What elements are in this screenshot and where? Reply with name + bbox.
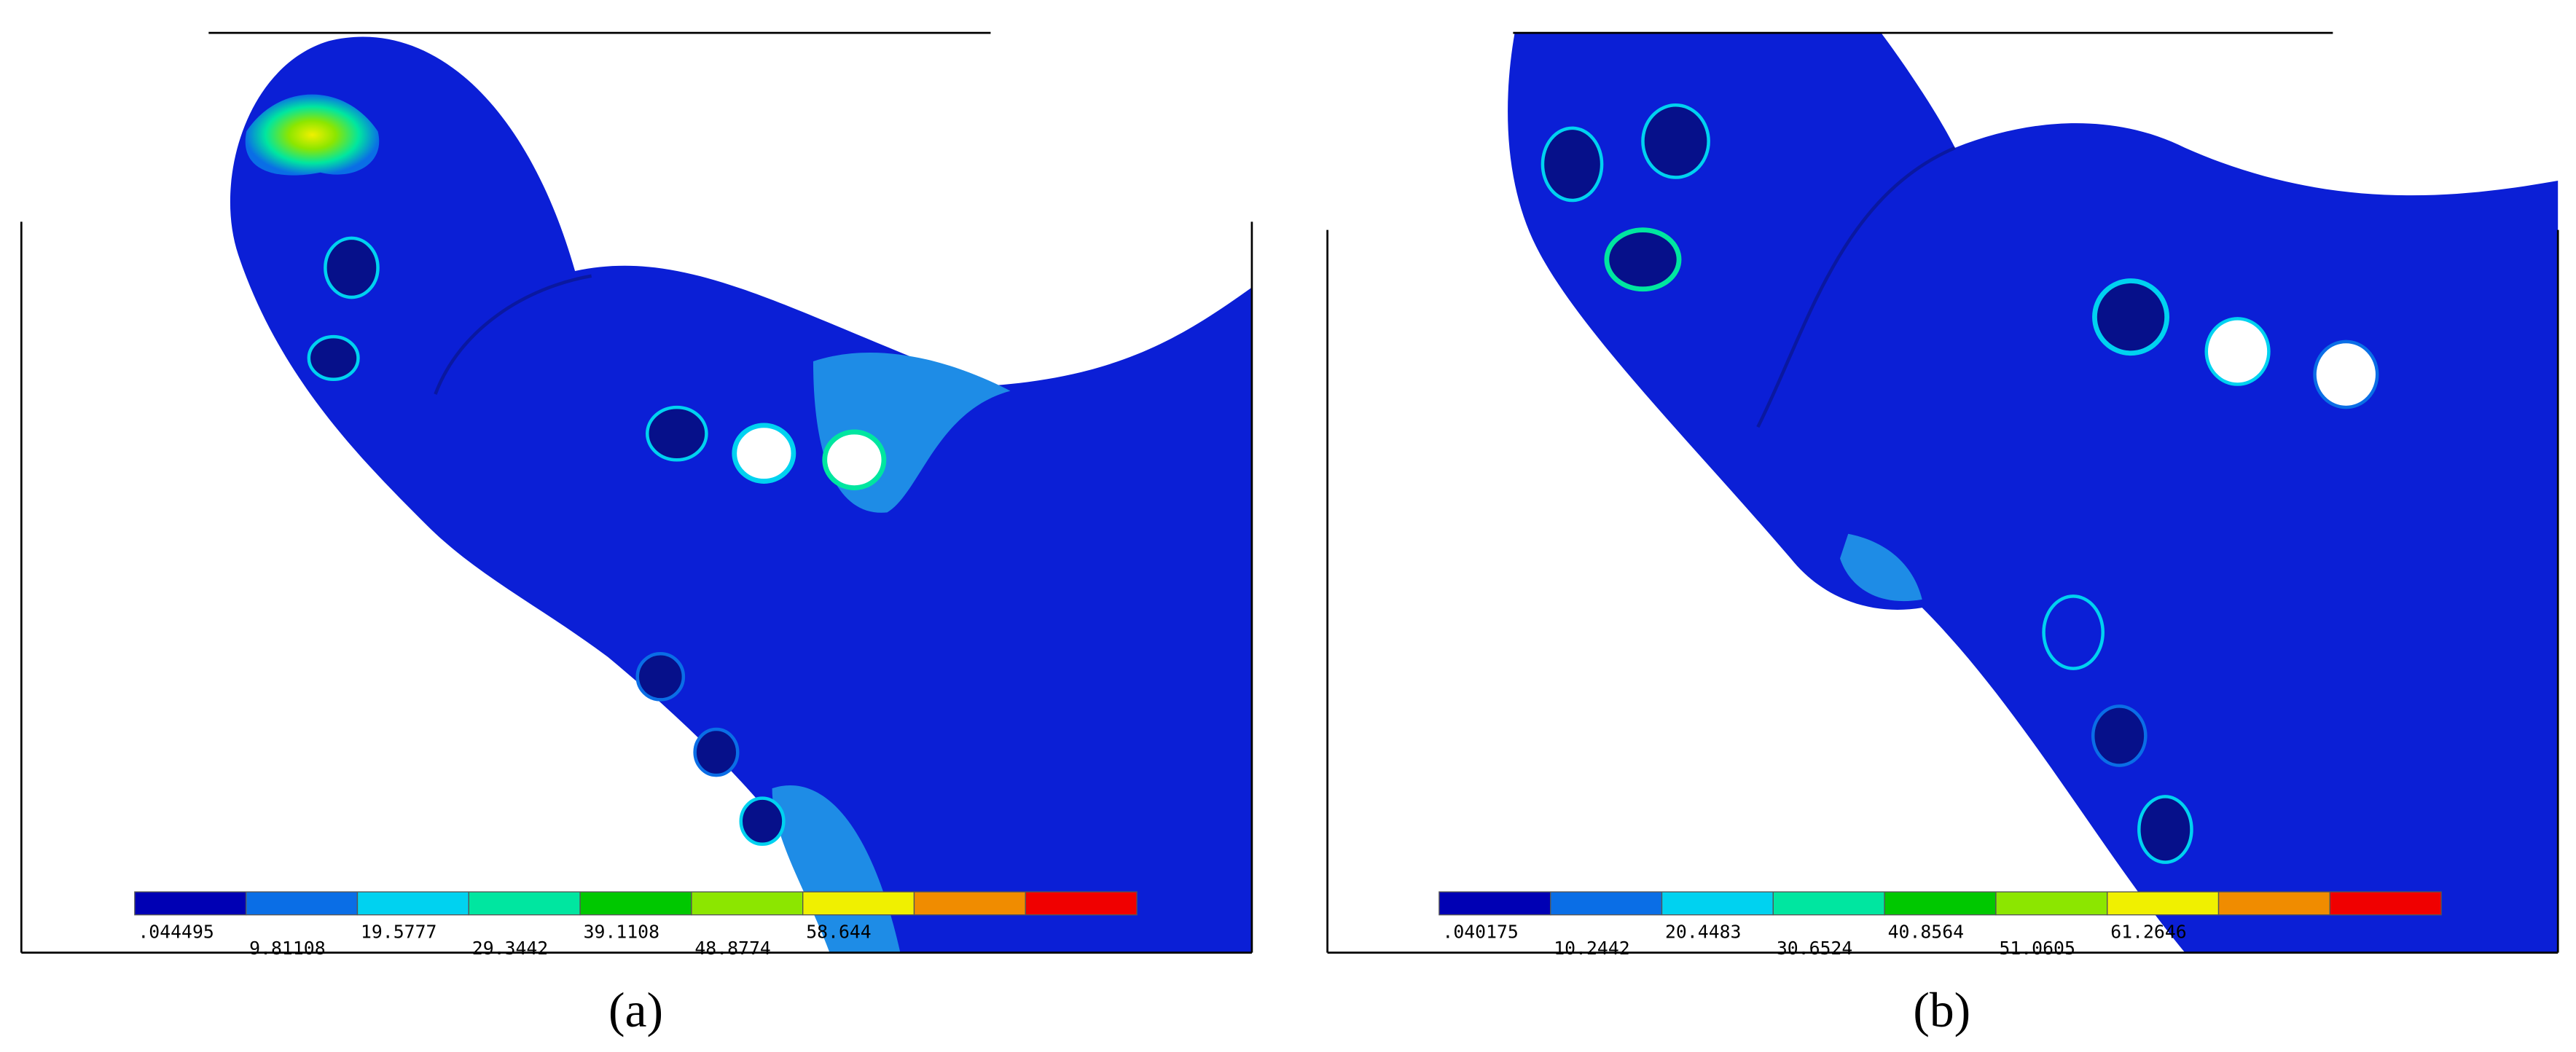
colorbar-label: 30.6524	[1777, 938, 1852, 959]
colorbar-segment	[356, 891, 469, 916]
hole	[2091, 704, 2148, 767]
colorbar-label: 58.644	[806, 921, 872, 942]
colorbar-segment	[913, 891, 1026, 916]
colorbar-label: 9.81108	[249, 938, 325, 959]
colorbar-segment	[1550, 891, 1663, 916]
model-body	[1508, 33, 2559, 953]
hole	[739, 796, 786, 847]
colorbar-label: 29.3442	[472, 938, 548, 959]
panel-b-model	[1508, 33, 2559, 953]
seam	[1756, 146, 1956, 428]
colorbar-segment	[468, 891, 581, 916]
colorbar-label: .040175	[1442, 921, 1518, 942]
colorbar-label: 10.2442	[1554, 938, 1629, 959]
colorbar-label: 19.5777	[361, 921, 436, 942]
stress-zone	[1840, 533, 1922, 602]
colorbar-segment	[1661, 891, 1774, 916]
hole	[2042, 594, 2105, 670]
hole	[2137, 795, 2193, 864]
colorbar-segment	[1995, 891, 2108, 916]
colorbar-segment	[2107, 891, 2220, 916]
panel-label: (b)	[1913, 983, 1970, 1037]
colorbar-segment	[1884, 891, 1997, 916]
hole	[732, 423, 796, 484]
colorbar-label: 20.4483	[1665, 921, 1741, 942]
hole	[1641, 103, 1710, 179]
colorbar-label: 39.1108	[584, 921, 659, 942]
colorbar-segment	[134, 891, 247, 916]
model-body	[230, 36, 1252, 953]
hole	[822, 429, 887, 490]
colorbar-segment	[802, 891, 915, 916]
hole	[2092, 278, 2170, 356]
colorbar-label: 51.0605	[1999, 938, 2075, 959]
stress-hotspot	[245, 94, 380, 176]
colorbar-label: 48.8774	[694, 938, 770, 959]
hole	[635, 652, 686, 702]
colorbar-segment	[1772, 891, 1885, 916]
overlay: .044495 9.81108 19.5777 29.3442 39.1108 48.87…	[20, 31, 2559, 1037]
colorbar-segment	[1438, 891, 1551, 916]
hole	[646, 405, 708, 462]
hole	[1604, 227, 1682, 292]
hole	[2313, 339, 2379, 409]
seam	[434, 274, 592, 395]
colorbar-segment	[2217, 891, 2331, 916]
colorbar-segment	[579, 891, 692, 916]
colorbar-segment	[691, 891, 804, 916]
panel-a-model	[230, 36, 1252, 953]
colorbar-label: 61.2646	[2110, 921, 2186, 942]
hole	[307, 334, 360, 382]
colorbar-segment	[1025, 891, 1138, 916]
colorbar-segment	[2329, 891, 2442, 916]
colorbar-segment	[245, 891, 359, 916]
hole	[693, 727, 740, 777]
panel-label: (a)	[608, 983, 663, 1037]
hole	[324, 236, 380, 299]
colorbar-label: .044495	[138, 921, 214, 942]
colorbar-label: 40.8564	[1888, 921, 1964, 942]
hole	[2204, 317, 2271, 386]
hole	[1540, 126, 1604, 203]
